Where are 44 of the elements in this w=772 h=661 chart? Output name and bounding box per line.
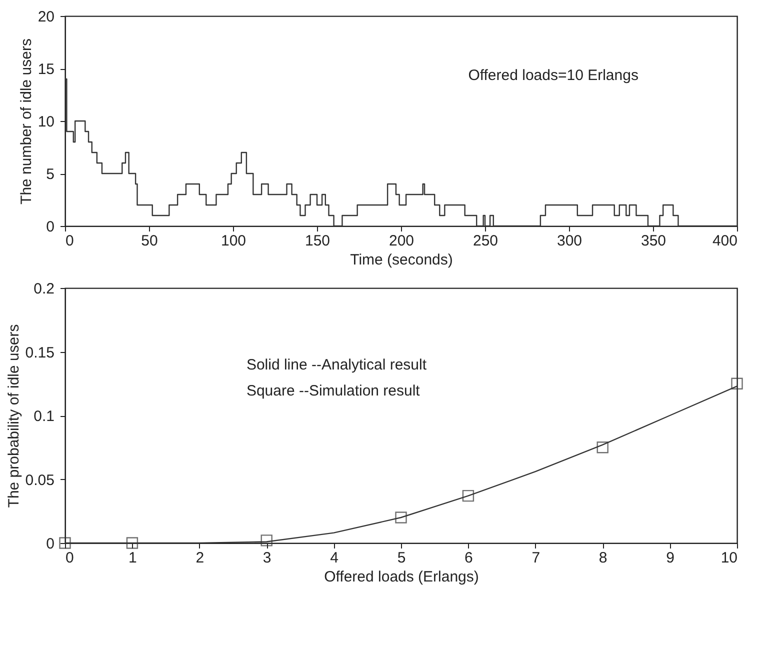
x-tick-label: 0: [66, 550, 74, 566]
x-tick-label: 5: [397, 550, 406, 566]
x-axis-title: Time (seconds): [350, 252, 453, 268]
x-tick-label: 4: [330, 550, 338, 566]
point: [260, 534, 272, 546]
annotation: Square --Simulation result: [246, 382, 421, 400]
annotation: Solid line --Analytical result: [246, 356, 428, 374]
x-tick-label: 250: [472, 232, 498, 250]
point: [59, 537, 71, 549]
y-tick-label: 0.05: [25, 472, 54, 489]
y-axis-title: The number of idle users: [18, 38, 35, 204]
y-tick-label: 5: [46, 166, 54, 183]
y-axis-title: The probability of idle users: [5, 324, 22, 508]
y-tick-label: 0.1: [34, 408, 54, 425]
y-tick-label: 0: [46, 218, 54, 236]
x-tick-label: 300: [556, 232, 582, 250]
x-tick-label: 6: [464, 550, 473, 566]
y-tick-label: 10: [38, 114, 54, 130]
point: [462, 490, 474, 502]
x-tick-label: 150: [304, 232, 330, 250]
x-tick-label: 400: [712, 232, 738, 250]
point: [596, 442, 608, 454]
x-tick-label: 1: [128, 550, 137, 566]
x-axis-title: Offered loads (Erlangs): [324, 568, 479, 586]
x-tick-label: 7: [532, 550, 540, 566]
x-tick-label: 8: [598, 550, 608, 566]
x-tick-label: 3: [262, 550, 272, 566]
y-tick-label: 20: [38, 8, 54, 26]
point: [126, 537, 138, 549]
y-tick-label: 0.15: [25, 344, 54, 362]
annotation: Offered loads=10 Erlangs: [468, 66, 638, 84]
y-tick-label: 0.2: [34, 280, 54, 298]
point: [395, 512, 407, 524]
point: [731, 378, 743, 390]
x-tick-label: 50: [141, 232, 158, 250]
x-tick-label: 100: [220, 232, 246, 250]
x-tick-label: 2: [196, 550, 204, 566]
y-tick-label: 0: [46, 536, 54, 552]
y-tick-label: 15: [38, 61, 54, 78]
x-tick-label: 350: [640, 232, 666, 250]
x-tick-label: 9: [666, 550, 674, 566]
x-tick-label: 200: [388, 232, 414, 250]
x-tick-label: 10: [720, 550, 738, 566]
x-tick-label: 0: [66, 232, 74, 250]
